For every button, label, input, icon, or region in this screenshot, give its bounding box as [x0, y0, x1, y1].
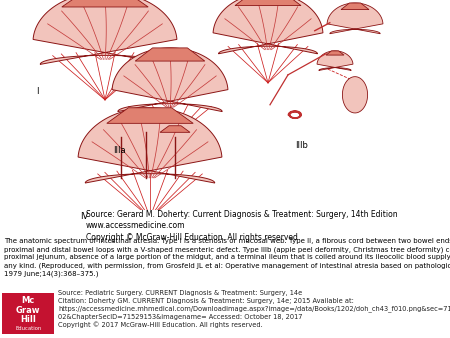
Polygon shape [62, 0, 148, 7]
FancyBboxPatch shape [2, 293, 54, 334]
Text: Hill: Hill [20, 315, 36, 324]
Text: IIIb: IIIb [295, 141, 308, 150]
Text: Mc: Mc [22, 296, 35, 305]
Polygon shape [326, 51, 344, 55]
Polygon shape [327, 3, 383, 34]
Polygon shape [213, 0, 323, 54]
Text: Graw: Graw [16, 306, 40, 315]
Polygon shape [107, 108, 193, 123]
Text: Source: Gerard M. Doherty: Current Diagnosis & Treatment: Surgery, 14th Edition
: Source: Gerard M. Doherty: Current Diagn… [86, 210, 397, 242]
Polygon shape [112, 48, 228, 112]
Polygon shape [145, 126, 205, 156]
Text: IIIa: IIIa [113, 146, 126, 155]
Polygon shape [341, 3, 369, 9]
Text: I: I [36, 87, 39, 96]
Text: The anatomic spectrum of intestinal atresia. Type I is a stenosis or mucosal web: The anatomic spectrum of intestinal atre… [4, 238, 450, 277]
Text: Source: Pediatric Surgery. CURRENT Diagnosis & Treatment: Surgery, 14e
Citation:: Source: Pediatric Surgery. CURRENT Diagn… [58, 290, 450, 328]
Polygon shape [342, 77, 368, 113]
Polygon shape [317, 51, 353, 70]
Text: Education: Education [15, 326, 41, 331]
Polygon shape [135, 48, 205, 61]
Polygon shape [160, 126, 190, 132]
Polygon shape [78, 108, 222, 183]
Text: IV: IV [80, 212, 88, 221]
Polygon shape [235, 0, 301, 6]
Polygon shape [33, 0, 177, 64]
